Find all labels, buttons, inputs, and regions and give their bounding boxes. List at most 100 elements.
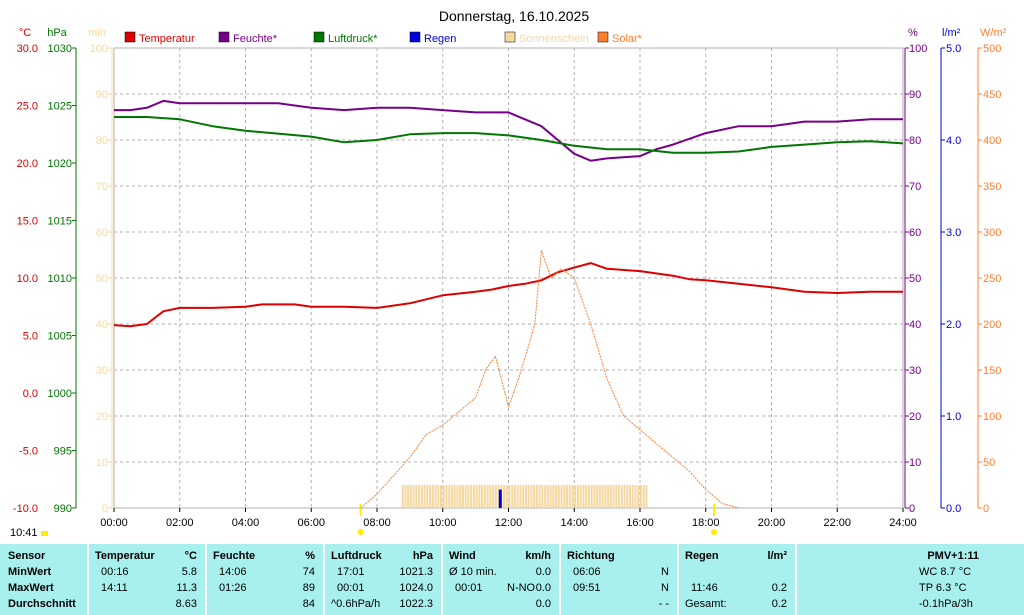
sunshine-bar	[407, 485, 410, 508]
humidity-tick-label: 20	[909, 411, 921, 423]
sunshine-bar	[563, 485, 566, 508]
series-line-pressure	[114, 116, 904, 154]
x-tick-label: 10:00	[429, 517, 457, 529]
pressure-tick-label: 990	[54, 503, 72, 515]
legend-swatch	[218, 31, 230, 43]
pressure-min: 1021.3	[399, 566, 433, 578]
rain-header: Regen	[685, 550, 719, 562]
sunshine-bar	[497, 485, 500, 508]
sunshine-bar	[601, 485, 604, 508]
x-tick-label: 04:00	[232, 517, 260, 529]
x-axis-labels: 00:00 02:00 04:00 06:00 08:00 10:00 12:00 14:00…	[100, 508, 917, 529]
pmv-header: PMV+1:11	[927, 550, 979, 562]
rain-bar	[498, 489, 502, 508]
sunshine-bar	[549, 485, 552, 508]
pressure-tick-label: 1000	[48, 388, 72, 400]
row-labels-cell: Sensor MinWert MaxWert Durchschnitt	[0, 544, 87, 615]
wind-avg: 0.0	[535, 598, 551, 610]
row-label-max: MaxWert	[8, 582, 54, 594]
legend-swatch	[313, 31, 325, 43]
sunshine-bar	[623, 485, 626, 508]
legend-swatch	[409, 31, 421, 43]
wind-max-time: 00:01	[455, 582, 483, 594]
sunshine-bar	[494, 485, 497, 508]
sunshine-bar	[609, 485, 612, 508]
sunshine-bar	[618, 485, 621, 508]
sunshine-bar	[442, 485, 445, 508]
sunshine-bar	[483, 485, 486, 508]
current-time-label: 10:41	[10, 527, 38, 539]
sunshine-bar	[530, 485, 533, 508]
sunshine-bar	[489, 485, 492, 508]
sunshine-bar	[478, 485, 481, 508]
sunshine-bar	[481, 485, 484, 508]
sun-tick-label: 30	[96, 365, 108, 377]
rain-axis-unit: l/m²	[942, 27, 961, 39]
sunshine-bar	[409, 485, 412, 508]
solar-tick-label: 450	[983, 89, 1001, 101]
temp-tick-label: 25.0	[17, 101, 38, 113]
pressure-axis-unit: hPa	[47, 27, 67, 39]
rain-tick-label: 0.0	[946, 503, 961, 515]
sunshine-bar	[557, 485, 560, 508]
row-label-avg: Durchschnitt	[8, 598, 76, 610]
humidity-tick-label: 70	[909, 181, 921, 193]
solar-tick-label: 150	[983, 365, 1001, 377]
sunshine-bar	[505, 485, 508, 508]
sunset-dot	[710, 529, 717, 535]
direction-min-time: 06:06	[573, 566, 601, 578]
series-line-temp	[113, 262, 903, 328]
sunshine-bar	[429, 485, 432, 508]
wind-min: 0.0	[535, 566, 551, 578]
x-tick-label: 14:00	[560, 517, 588, 529]
stats-table: Sensor MinWert MaxWert Durchschnitt Temp…	[0, 544, 1024, 615]
sunshine-bar	[626, 485, 629, 508]
solar-tick-label: 50	[983, 457, 995, 469]
solar-tick-label: 400	[983, 135, 1001, 147]
humidity-tick-label: 40	[909, 319, 921, 331]
wind-min-label: Ø 10 min.	[449, 566, 497, 578]
series-line-solar	[360, 249, 739, 509]
temperature-unit: °C	[184, 550, 197, 562]
rain-tick-label: 2.0	[946, 319, 961, 331]
solar-tick-label: 250	[983, 273, 1001, 285]
direction-max: N	[661, 582, 669, 594]
sunshine-bar	[576, 485, 579, 508]
sunshine-bar	[541, 485, 544, 508]
sun-tick-label: 90	[96, 89, 108, 101]
temperature-min: 5.8	[181, 566, 197, 578]
sunshine-bar	[527, 485, 530, 508]
humidity-tick-label: 90	[909, 89, 921, 101]
humidity-tick-label: 80	[909, 135, 921, 147]
x-tick-label: 00:00	[100, 517, 128, 529]
temp-tick-label: 5.0	[23, 331, 38, 343]
temp-axis-unit: °C	[19, 27, 31, 39]
solar-tick-label: 500	[983, 43, 1001, 55]
temperature-min-time: 00:16	[101, 566, 129, 578]
temp-tick-label: 15.0	[17, 216, 38, 228]
sunshine-bar	[470, 485, 473, 508]
pressure-tick-label: 1020	[48, 158, 72, 170]
pressure-trend: ^0.6hPa/h	[331, 598, 381, 610]
sunshine-bar	[612, 485, 615, 508]
sunshine-bar	[645, 485, 648, 508]
temperature-header: Temperatur	[95, 550, 155, 562]
solar-tick-label: 350	[983, 181, 1001, 193]
temperature-max: 11.3	[176, 582, 197, 594]
sunshine-bar	[538, 485, 541, 508]
temp-tick-label: 20.0	[17, 158, 38, 170]
humidity-tick-label: 60	[909, 227, 921, 239]
temp-tick-label: 0.0	[23, 388, 38, 400]
x-tick-label: 20:00	[758, 517, 786, 529]
legend-label: Feuchte*	[233, 33, 278, 45]
sunshine-bar	[459, 485, 462, 508]
sunshine-bar	[464, 485, 467, 508]
direction-cell: Richtung 06:06 N 09:51 N - -	[561, 544, 677, 615]
pressure-tick-label: 1015	[48, 216, 72, 228]
sunshine-bar	[596, 485, 599, 508]
pressure-max: 1024.0	[399, 582, 433, 594]
legend-label: Sonnenschein	[519, 33, 589, 45]
direction-avg: - -	[658, 598, 669, 610]
sunshine-bar	[492, 485, 495, 508]
sunshine-bar	[546, 485, 549, 508]
